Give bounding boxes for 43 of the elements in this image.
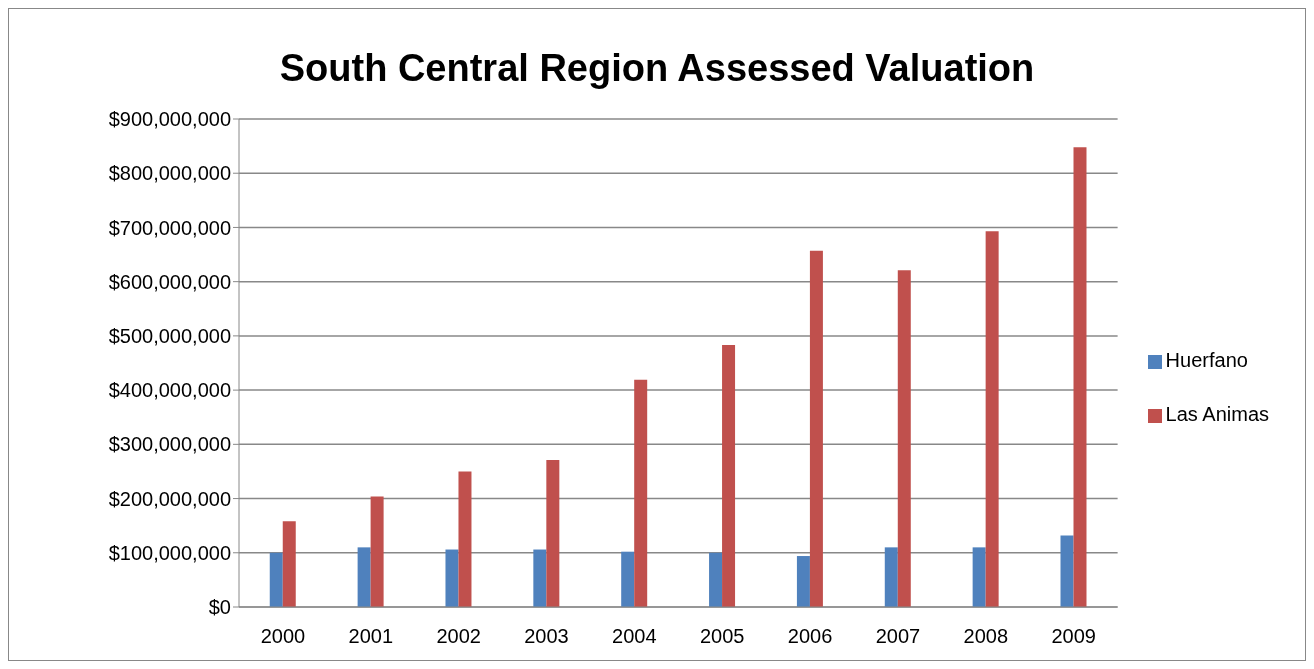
bar bbox=[809, 250, 823, 607]
bar bbox=[897, 270, 911, 607]
bar bbox=[722, 345, 736, 607]
bar bbox=[458, 471, 472, 607]
bar bbox=[884, 547, 898, 607]
bar bbox=[1060, 535, 1074, 607]
bar bbox=[796, 556, 810, 607]
x-tick-label: 2008 bbox=[963, 625, 1009, 648]
y-tick-label: $900,000,000 bbox=[108, 108, 231, 131]
y-tick-label: $400,000,000 bbox=[108, 379, 231, 402]
bar bbox=[269, 552, 283, 607]
bar bbox=[1073, 147, 1087, 607]
bar bbox=[445, 549, 459, 607]
x-tick-label: 2006 bbox=[787, 625, 833, 648]
bar bbox=[370, 496, 384, 607]
x-tick-label: 2009 bbox=[1051, 625, 1096, 648]
x-tick-label: 2005 bbox=[699, 625, 745, 648]
bar bbox=[357, 547, 371, 607]
chart-title: South Central Region Assessed Valuation bbox=[278, 47, 1036, 91]
bar bbox=[634, 379, 648, 607]
legend-label: Las Animas bbox=[1165, 403, 1269, 425]
bar bbox=[282, 521, 296, 607]
bar bbox=[709, 552, 723, 607]
y-tick-label: $0 bbox=[208, 596, 231, 619]
x-tick-label: 2001 bbox=[348, 625, 394, 648]
x-tick-label: 2003 bbox=[524, 625, 569, 648]
bar bbox=[546, 460, 560, 607]
bar bbox=[533, 549, 547, 607]
legend-label: Huerfano bbox=[1165, 349, 1248, 371]
y-tick-label: $500,000,000 bbox=[108, 324, 231, 347]
bar bbox=[621, 551, 635, 607]
bar bbox=[972, 547, 986, 607]
x-tick-label: 2002 bbox=[436, 625, 481, 648]
y-tick-label: $300,000,000 bbox=[108, 433, 231, 456]
x-tick-label: 2004 bbox=[612, 625, 657, 648]
y-tick-label: $600,000,000 bbox=[108, 270, 231, 293]
y-tick-label: $200,000,000 bbox=[108, 487, 231, 510]
y-tick-label: $100,000,000 bbox=[108, 541, 231, 564]
bar bbox=[985, 231, 999, 607]
y-tick-label: $700,000,000 bbox=[108, 216, 231, 239]
y-tick-label: $800,000,000 bbox=[108, 162, 231, 185]
x-tick-label: 2000 bbox=[260, 625, 306, 648]
x-tick-label: 2007 bbox=[875, 625, 921, 648]
